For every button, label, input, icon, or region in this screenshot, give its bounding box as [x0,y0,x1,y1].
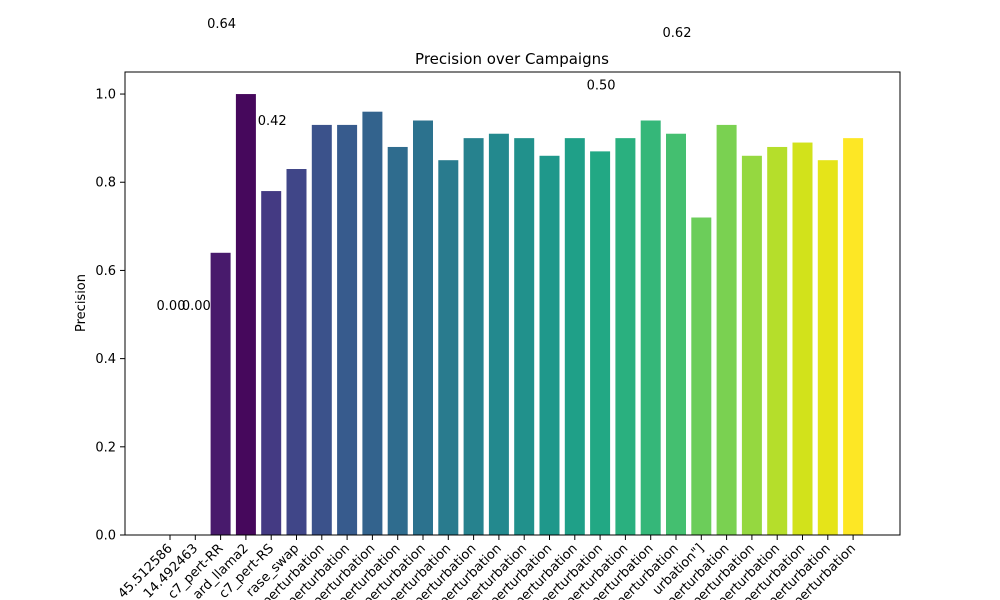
data-labels-group: 0.000.00 0.64 0.42 0.50 0.62 [157,17,692,314]
data-label-5: 0.62 [663,26,692,41]
data-label-0: 0.00 [157,299,186,314]
bar-24 [767,146,788,535]
y-tick-label-0: 0.0 [95,529,116,544]
bar-12 [463,138,484,535]
bar-14 [514,138,535,535]
bar-4 [261,191,282,535]
bar-13 [488,133,509,536]
bar-16 [564,138,585,535]
x-axis-ticks: 45.51258614.492463c7_pert-RRard_llama2c7… [116,535,859,600]
plot-frame [124,71,901,536]
bar-18 [615,138,636,535]
y-tick-label-4: 0.8 [95,176,116,191]
y-tick-label-1: 0.2 [95,440,116,455]
bar-11 [438,160,459,535]
y-tick-label-2: 0.4 [95,352,116,367]
bar-6 [311,124,332,535]
bar-27 [843,138,864,535]
data-label-3: 0.42 [258,114,287,129]
bar-21 [691,217,712,535]
bar-20 [666,133,686,536]
bar-17 [590,151,611,535]
bar-25 [792,142,813,536]
bar-26 [817,160,838,535]
data-label-1: 0.00 [182,299,211,314]
y-tick-label-3: 0.6 [95,264,116,279]
data-label-2: 0.64 [207,17,236,32]
bar-19 [640,120,661,535]
bar-22 [716,124,737,535]
bar-9 [387,146,408,535]
bar-23 [741,155,762,535]
chart-title: Precision over Campaigns [415,50,609,68]
bar-8 [362,111,383,535]
bar-2 [210,252,231,536]
bar-5 [286,169,307,535]
y-axis-ticks: 0.0 0.2 0.4 0.6 0.8 1.0 [95,88,125,544]
bar-10 [413,120,433,535]
bar-3 [235,94,256,536]
y-tick-label-5: 1.0 [95,88,116,103]
y-axis-label: Precision [74,274,89,332]
bar-15 [539,155,560,535]
bar-7 [337,124,358,535]
bars-group [210,94,864,536]
data-label-4: 0.50 [587,79,616,94]
